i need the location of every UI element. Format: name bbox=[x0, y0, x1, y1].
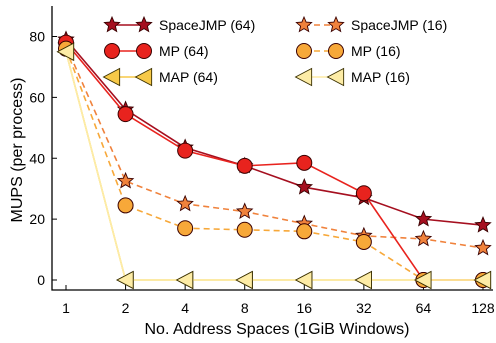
x-tick-label: 32 bbox=[356, 300, 372, 316]
series-layer bbox=[56, 30, 492, 290]
legend-label: SpaceJMP (64) bbox=[159, 17, 255, 33]
data-point bbox=[116, 171, 135, 189]
legend-marker bbox=[327, 15, 345, 33]
y-tick-label: 20 bbox=[29, 211, 45, 227]
series-line bbox=[65, 51, 483, 281]
data-point bbox=[355, 185, 372, 202]
x-tick-label: 1 bbox=[62, 300, 70, 316]
legend-item: MAP (64) bbox=[102, 67, 218, 87]
legend: SpaceJMP (64) SpaceJMP (16) MP (64) MP (16)… bbox=[102, 15, 447, 87]
legend-item: MP (64) bbox=[104, 43, 209, 59]
series-line bbox=[65, 51, 483, 281]
legend-marker bbox=[328, 43, 344, 59]
legend-marker bbox=[294, 67, 313, 87]
legend-item: SpaceJMP (64) bbox=[103, 15, 255, 33]
legend-marker bbox=[102, 67, 121, 87]
data-point bbox=[236, 221, 253, 238]
y-tick-label: 60 bbox=[29, 89, 45, 105]
axes: 1 2 4 8 16 32 64 128 0 20 40 60 80 bbox=[29, 6, 495, 316]
data-point bbox=[473, 270, 492, 290]
x-tick-label: 8 bbox=[241, 300, 249, 316]
legend-label: MP (64) bbox=[159, 43, 209, 59]
legend-marker bbox=[134, 67, 153, 87]
y-tick-label: 80 bbox=[29, 29, 45, 45]
legend-item: MP (16) bbox=[296, 43, 401, 59]
data-point bbox=[355, 233, 372, 250]
x-tick-label: 64 bbox=[416, 300, 432, 316]
legend-label: MAP (16) bbox=[351, 69, 410, 85]
data-point bbox=[414, 209, 433, 227]
series-2 bbox=[58, 34, 491, 288]
legend-marker bbox=[104, 43, 120, 59]
data-point bbox=[474, 238, 492, 256]
legend-marker bbox=[103, 15, 121, 33]
legend-marker bbox=[326, 67, 345, 87]
x-axis-label: No. Address Spaces (1GiB Windows) bbox=[145, 321, 410, 338]
x-tick-label: 4 bbox=[181, 300, 189, 316]
data-point bbox=[117, 197, 134, 214]
y-axis-label: MUPS (per process) bbox=[9, 78, 26, 223]
series-4 bbox=[56, 42, 492, 290]
data-point bbox=[296, 154, 313, 171]
data-point bbox=[56, 42, 75, 61]
data-point bbox=[177, 142, 194, 159]
series-line bbox=[65, 45, 484, 249]
data-point bbox=[175, 270, 194, 290]
legend-label: MAP (64) bbox=[159, 69, 218, 85]
data-point bbox=[414, 229, 433, 247]
legend-marker bbox=[295, 15, 313, 33]
data-point bbox=[413, 270, 432, 290]
x-tick-label: 16 bbox=[296, 300, 312, 316]
legend-item: MAP (16) bbox=[294, 67, 410, 87]
data-point bbox=[235, 270, 253, 290]
data-point bbox=[236, 157, 253, 174]
x-tick-label: 2 bbox=[122, 300, 130, 316]
series-line bbox=[65, 42, 483, 281]
data-point bbox=[295, 177, 314, 195]
data-point bbox=[235, 202, 254, 219]
y-tick-label: 40 bbox=[29, 150, 45, 166]
data-point bbox=[117, 106, 134, 123]
axis-frame bbox=[51, 6, 493, 291]
series-line bbox=[65, 48, 483, 281]
x-tick-label: 128 bbox=[471, 300, 495, 316]
legend-label: SpaceJMP (16) bbox=[351, 17, 447, 33]
series-1 bbox=[57, 36, 492, 256]
data-point bbox=[294, 270, 313, 290]
legend-marker bbox=[136, 43, 152, 59]
series-line bbox=[65, 39, 484, 227]
data-point bbox=[354, 270, 372, 290]
y-tick-label: 0 bbox=[37, 272, 45, 288]
data-point bbox=[296, 223, 313, 240]
legend-label: MP (16) bbox=[351, 43, 401, 59]
series-5 bbox=[56, 42, 492, 290]
data-point bbox=[177, 220, 194, 237]
legend-item: SpaceJMP (16) bbox=[295, 15, 447, 33]
data-point bbox=[176, 194, 194, 212]
data-point bbox=[474, 216, 492, 233]
legend-marker bbox=[135, 15, 153, 33]
legend-marker bbox=[296, 43, 312, 59]
data-point bbox=[116, 270, 134, 290]
